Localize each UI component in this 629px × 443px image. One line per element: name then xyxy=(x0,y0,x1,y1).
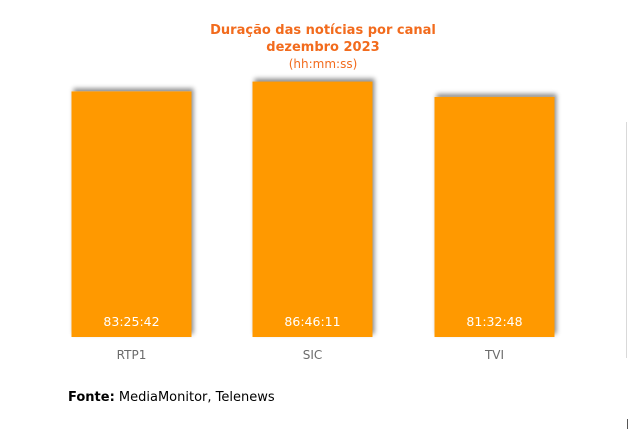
chart-unit: (hh:mm:ss) xyxy=(288,57,358,71)
bar-value-label: 83:25:42 xyxy=(103,314,159,329)
x-tick-label: SIC xyxy=(303,348,323,362)
bar-tvi xyxy=(434,96,555,337)
source-label: Fonte: xyxy=(68,390,115,405)
chart-title: Duração das notícias por canal xyxy=(210,23,436,38)
corner-mark xyxy=(627,419,628,429)
chart-border-line xyxy=(626,122,627,358)
bar-sic xyxy=(252,81,373,338)
chart-title-block: Duração das notícias por canal dezembro … xyxy=(0,22,629,73)
x-tick-label: RTP1 xyxy=(117,348,147,362)
source-note: Fonte: MediaMonitor, Telenews xyxy=(68,390,275,405)
bar-value-label: 86:46:11 xyxy=(284,314,340,329)
bar-rtp1 xyxy=(71,91,192,338)
source-text: MediaMonitor, Telenews xyxy=(118,390,275,405)
x-tick-label: TVI xyxy=(484,348,504,362)
bar-value-label: 81:32:48 xyxy=(466,314,522,329)
chart-subtitle: dezembro 2023 xyxy=(266,40,380,55)
